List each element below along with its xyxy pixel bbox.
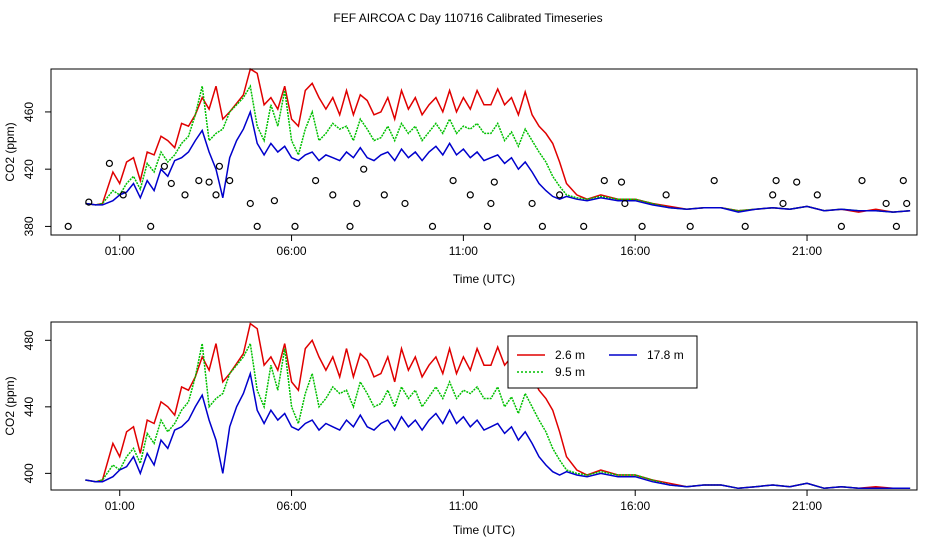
top-y-ticks: 380 420 460	[22, 102, 51, 236]
flag-circle	[449, 177, 457, 185]
flag-circle	[215, 162, 223, 170]
flag-circle	[621, 199, 629, 208]
flag-circle	[64, 222, 72, 230]
flag-circle	[428, 222, 437, 230]
top-plot-frame	[50, 68, 918, 236]
chart-title: FEF AIRCOA C Day 110716 Calibrated Times…	[333, 11, 602, 25]
flag-circle	[487, 199, 495, 208]
legend-box	[507, 335, 698, 389]
flag-circle	[903, 199, 911, 208]
flag-circle	[600, 177, 608, 185]
flag-circle	[401, 199, 409, 208]
flag-circle	[772, 177, 780, 185]
flag-circle	[226, 177, 234, 185]
top-x-tick-label: 01:00	[105, 244, 135, 258]
flag-circle	[212, 191, 220, 199]
bottom-series-17-8-m	[85, 370, 911, 490]
top-y-axis-title: CO2 (ppm)	[3, 122, 17, 181]
bottom-y-tick-label: 480	[22, 330, 36, 350]
bottom-x-ticks: 01:00 06:00 11:00 16:00 21:00	[105, 490, 822, 513]
flag-circle	[662, 191, 670, 199]
top-x-tick-label: 16:00	[620, 244, 650, 258]
flag-circle	[538, 222, 547, 230]
top-x-axis-title: Time (UTC)	[453, 272, 515, 286]
flag-circle	[253, 222, 261, 230]
top-panel: 01:00 06:00 11:00 16:00 21:00 380 420 460 Time…	[3, 67, 918, 286]
bottom-x-tick-label: 16:00	[620, 499, 650, 513]
flag-circle	[380, 191, 388, 199]
flag-circle	[490, 178, 498, 186]
bottom-series-9-5-m	[85, 341, 911, 490]
top-series-group	[85, 67, 911, 213]
flag-circle	[167, 179, 175, 188]
flag-circle	[580, 222, 588, 230]
flag-circle	[205, 178, 213, 186]
flag-circle	[105, 159, 114, 167]
flag-circle	[483, 222, 491, 230]
legend-label-17-8m: 17.8 m	[647, 348, 684, 362]
top-series-9-5-m	[85, 84, 911, 213]
top-x-ticks: 01:00 06:00 11:00 16:00 21:00	[105, 235, 822, 258]
bottom-y-ticks: 400 440 480	[22, 330, 51, 483]
top-flags-group	[64, 159, 911, 230]
flag-circle	[528, 199, 536, 208]
flag-circle	[346, 222, 354, 230]
flag-circle	[892, 222, 901, 230]
flag-circle	[246, 199, 254, 208]
flag-circle	[813, 191, 821, 199]
flag-circle	[312, 177, 320, 185]
flag-circle	[555, 191, 564, 199]
top-y-tick-label: 420	[22, 159, 36, 179]
top-series-17-8-m	[85, 109, 911, 213]
bottom-panel: 01:00 06:00 11:00 16:00 21:00 400 440 480 Time…	[3, 321, 918, 537]
flag-circle	[353, 199, 361, 208]
bottom-x-axis-title: Time (UTC)	[453, 523, 515, 537]
flag-circle	[837, 222, 846, 230]
flag-circle	[769, 191, 777, 199]
flag-circle	[741, 222, 749, 230]
flag-circle	[617, 178, 626, 186]
flag-circle	[147, 222, 155, 230]
top-x-tick-label: 21:00	[792, 244, 822, 258]
top-series-2-6-m	[85, 67, 911, 213]
flag-circle	[181, 191, 189, 199]
bottom-series-group	[85, 322, 911, 490]
flag-circle	[195, 177, 203, 185]
top-x-tick-label: 11:00	[449, 244, 478, 258]
flag-circle	[793, 178, 801, 186]
top-y-tick-label: 460	[22, 102, 36, 122]
flag-circle	[882, 199, 890, 208]
flag-circle	[858, 177, 866, 185]
legend-label-9-5m: 9.5 m	[555, 365, 585, 379]
bottom-plot-frame	[50, 321, 918, 491]
flag-circle	[291, 222, 299, 230]
legend-label-2-6m: 2.6 m	[555, 348, 585, 362]
bottom-x-tick-label: 11:00	[449, 499, 478, 513]
flag-circle	[270, 197, 278, 205]
flag-circle	[360, 165, 368, 173]
flag-circle	[779, 199, 787, 208]
top-x-tick-label: 06:00	[277, 244, 307, 258]
flag-circle	[329, 191, 337, 199]
flag-circle	[466, 191, 474, 199]
flag-circle	[160, 162, 168, 170]
bottom-y-tick-label: 440	[22, 396, 36, 416]
flag-circle	[899, 177, 907, 185]
bottom-x-tick-label: 21:00	[792, 499, 822, 513]
flag-circle	[119, 191, 127, 199]
bottom-y-axis-title: CO2 (ppm)	[3, 376, 17, 435]
legend: 2.6 m 17.8 m 9.5 m	[507, 335, 698, 389]
bottom-y-tick-label: 400	[22, 463, 36, 483]
bottom-x-tick-label: 06:00	[277, 499, 307, 513]
bottom-x-tick-label: 01:00	[105, 499, 135, 513]
flag-circle	[710, 177, 718, 185]
flag-circle	[686, 222, 694, 230]
flag-circle	[638, 222, 646, 230]
flag-circle	[85, 198, 93, 206]
top-y-tick-label: 380	[22, 216, 36, 236]
